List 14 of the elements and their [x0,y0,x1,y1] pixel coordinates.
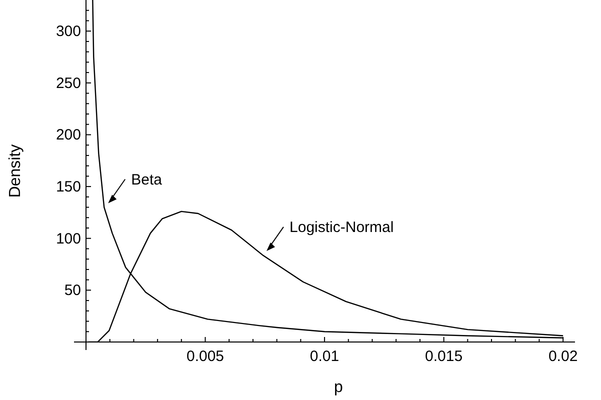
x-tick-label: 0.02 [548,348,578,365]
y-tick-label: 150 [56,178,81,196]
y-tick-label: 300 [56,23,81,40]
x-tick-label: 0.005 [186,348,224,365]
legend-label: Beta [131,171,163,188]
y-tick-label: 100 [56,230,81,248]
legend-label: Logistic-Normal [290,218,394,236]
x-tick-label: 0.01 [310,348,340,365]
y-axis-title: Density [7,144,24,198]
x-axis-title: p [334,379,344,396]
y-tick-label: 200 [56,126,81,144]
y-tick-label: 50 [64,282,81,300]
y-tick-label: 250 [56,74,81,92]
x-tick-label: 0.015 [425,348,463,365]
